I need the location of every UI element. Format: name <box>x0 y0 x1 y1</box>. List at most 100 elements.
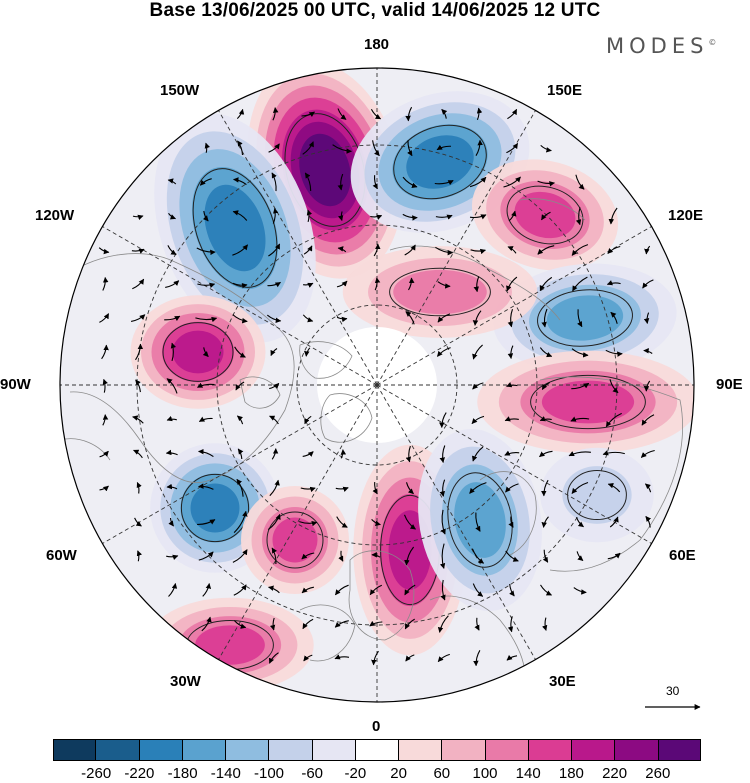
wind-vector <box>469 482 487 494</box>
wind-vector <box>605 349 623 357</box>
wind-vector <box>607 552 621 560</box>
wind-vector <box>540 584 552 596</box>
wind-vector <box>609 379 619 394</box>
wind-vector <box>268 243 281 257</box>
wind-vector <box>166 415 177 422</box>
wind-vector <box>405 311 415 325</box>
wind-vector <box>437 281 451 289</box>
wind-vector <box>473 650 481 667</box>
lon-label-90w: 90W <box>0 376 31 393</box>
colorbar-tick-label: 260 <box>645 765 671 782</box>
colorbar-segment <box>528 739 573 761</box>
wind-vector <box>405 445 412 463</box>
wind-vector <box>269 479 280 497</box>
wind-vector <box>473 276 480 293</box>
colorbar-tick-label: -220 <box>124 765 155 782</box>
wind-vector <box>270 348 278 357</box>
wind-vector <box>374 277 381 291</box>
anomaly-contour <box>454 482 506 558</box>
streamline-loop <box>530 374 646 430</box>
wind-vector <box>102 414 109 426</box>
streamline-loop <box>447 472 513 568</box>
wind-vector <box>199 178 212 186</box>
wind-vector <box>170 342 177 362</box>
wind-vector <box>436 144 451 151</box>
wind-vector <box>472 382 484 390</box>
wind-vector <box>136 481 142 494</box>
wind-vector <box>469 176 487 188</box>
wind-vector <box>472 310 482 326</box>
colorbar-tick-label: 220 <box>602 765 628 782</box>
colorbar-segment <box>53 739 97 761</box>
wind-vector <box>508 210 517 222</box>
anomaly-contour <box>195 625 265 665</box>
wind-vector <box>198 416 213 422</box>
wind-vector <box>334 584 349 596</box>
wind-vector <box>168 582 178 597</box>
wind-vector <box>434 180 454 186</box>
wind-vector <box>372 140 380 157</box>
wind-vector <box>439 543 446 569</box>
wind-vector <box>407 140 413 157</box>
wind-vector <box>197 282 216 289</box>
wind-vector <box>372 175 378 190</box>
wind-vector <box>541 382 550 390</box>
wind-vector <box>233 177 247 186</box>
wind-vector <box>202 210 209 222</box>
colorbar-segment <box>182 739 227 761</box>
wind-vector <box>507 246 517 254</box>
lon-label-90e: 90E <box>716 376 743 393</box>
wind-vector <box>537 180 555 187</box>
wind-vector <box>237 140 244 156</box>
wind-vector <box>201 616 212 632</box>
wind-vector <box>571 348 589 358</box>
wind-vectors <box>98 106 655 667</box>
copyright-mark: © <box>708 38 717 47</box>
map-boundary <box>59 67 695 703</box>
wind-vector <box>332 144 352 154</box>
colorbar-segment <box>269 739 313 761</box>
colorbar-segment <box>312 739 356 761</box>
wind-vector <box>197 519 216 525</box>
wind-vector <box>337 211 344 222</box>
wind-vector <box>608 207 618 225</box>
wind-vector <box>540 144 552 153</box>
meridian-line <box>216 107 378 386</box>
wind-vector <box>268 585 280 594</box>
colorbar-segment <box>355 739 400 761</box>
wind-vector <box>237 448 244 460</box>
wind-vector <box>198 483 214 490</box>
colorbar-tick-label: 60 <box>433 765 451 782</box>
wind-vector <box>643 347 653 354</box>
wind-vector <box>505 550 519 562</box>
anomaly-contour <box>190 483 240 533</box>
wind-vector <box>334 620 349 628</box>
wind-vector <box>196 247 216 256</box>
streamline-loop <box>180 473 250 543</box>
lon-label-120w: 120W <box>35 207 75 224</box>
lon-label-30e: 30E <box>549 673 576 690</box>
colorbar-segment <box>442 739 486 761</box>
wind-vector <box>133 449 143 459</box>
meridian-line <box>376 384 655 546</box>
colorbar-segment <box>399 739 443 761</box>
wind-vector <box>471 548 485 564</box>
wind-vector <box>98 247 110 255</box>
streamline-loop <box>393 124 487 200</box>
wind-vector <box>610 311 618 324</box>
wind-vector <box>272 207 279 224</box>
wind-vector <box>405 482 414 495</box>
wind-vector <box>167 178 177 185</box>
wind-vector <box>644 245 651 255</box>
colorbar-tick-label: -260 <box>81 765 112 782</box>
wind-vector <box>640 449 655 458</box>
wind-vector <box>132 278 145 290</box>
wind-vector <box>469 214 487 220</box>
wind-vector <box>506 654 518 661</box>
wind-vector <box>440 509 446 535</box>
wind-vector <box>102 276 109 291</box>
map-title: Base 13/06/2025 00 UTC, valid 14/06/2025… <box>149 0 601 21</box>
wind-vector <box>233 620 247 629</box>
wind-vector <box>471 446 484 462</box>
wind-vector <box>132 415 144 424</box>
